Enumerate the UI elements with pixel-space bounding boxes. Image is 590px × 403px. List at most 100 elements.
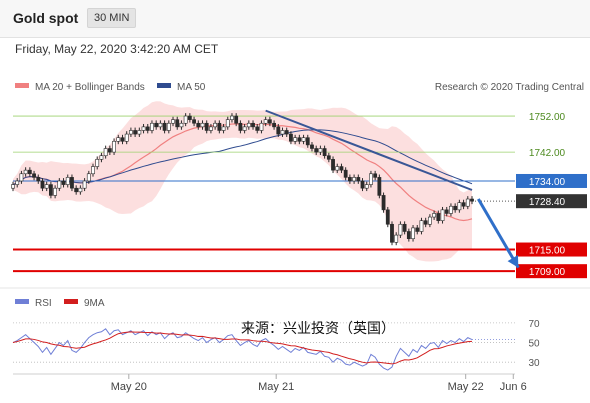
candle-body <box>154 122 159 128</box>
candle-body <box>331 159 335 171</box>
candle-body <box>116 137 121 142</box>
candle-body <box>238 122 243 131</box>
candle-body <box>390 223 394 243</box>
candle-body <box>394 234 399 243</box>
candle-body <box>343 169 348 178</box>
level-label: 1715.00 <box>529 246 566 257</box>
candle-body <box>310 144 314 149</box>
candle-body <box>112 140 116 153</box>
candle-body <box>171 119 175 124</box>
moving-averages <box>12 123 473 222</box>
candle-body <box>209 126 213 131</box>
candle-body <box>297 137 302 142</box>
rsi-level-label: 30 <box>528 358 540 369</box>
candle-body <box>137 130 142 135</box>
candle-body <box>225 119 230 128</box>
x-axis: May 20 May 21 May 22 Jun 6 <box>13 373 527 393</box>
candle-body <box>432 213 437 218</box>
rsi-level-label: 50 <box>528 339 540 350</box>
candle-body <box>86 173 91 182</box>
candle-body <box>150 122 154 131</box>
candle-body <box>339 166 344 171</box>
watermark-text: 来源：兴业投资（英国） <box>241 320 395 337</box>
candle-body <box>251 122 255 128</box>
level-label-box <box>516 194 587 209</box>
rsi-level-label: 70 <box>528 319 540 330</box>
candle-body <box>352 177 356 182</box>
candle-body <box>385 209 390 225</box>
candle-body <box>242 126 247 131</box>
x-tick-label: Jun 6 <box>500 381 527 393</box>
candle-body <box>356 177 361 182</box>
trendline <box>265 109 473 191</box>
candle-body <box>402 223 407 232</box>
candle-body <box>415 227 420 232</box>
candle-body <box>453 205 458 211</box>
chart-timestamp: Friday, May 22, 2020 3:42:20 AM CET <box>15 42 219 56</box>
candle-body <box>187 115 192 120</box>
candle-body <box>381 195 386 211</box>
level-label: 1742.00 <box>529 148 566 159</box>
candle-body <box>23 169 28 175</box>
candle-body <box>465 198 470 207</box>
ma20-legend-label: MA 20 + Bollinger Bands <box>35 82 145 93</box>
candle-body <box>19 173 24 182</box>
timeframe-badge[interactable]: 30 MIN <box>87 8 137 28</box>
candle-body <box>263 119 268 124</box>
level-label: 1734.00 <box>529 177 566 188</box>
candle-body <box>326 155 331 160</box>
candle-body <box>234 115 239 124</box>
candle-body <box>196 122 201 128</box>
level-label-box <box>516 173 587 188</box>
trendline-and-forecast <box>0 109 590 289</box>
candle-body <box>457 202 462 211</box>
candle-body <box>284 130 289 135</box>
candle-body <box>280 130 285 135</box>
candle-body <box>444 209 449 214</box>
candle-body <box>36 177 41 182</box>
candle-body <box>15 180 20 185</box>
candle-body <box>40 180 45 189</box>
candle-body <box>364 184 369 189</box>
candle-body <box>32 173 36 178</box>
candle-body <box>289 133 293 142</box>
rsi-legend-swatch <box>15 299 29 304</box>
candle-body <box>44 184 49 189</box>
candle-body <box>318 148 323 153</box>
candle-body <box>470 198 474 202</box>
rsi-legend-label: RSI <box>35 298 52 309</box>
candle-body <box>78 187 83 193</box>
candle-body <box>449 205 453 214</box>
level-label-box <box>516 242 587 257</box>
candle-body <box>179 122 184 128</box>
candle-body <box>461 202 466 207</box>
candle-body <box>27 169 32 175</box>
candle-body <box>158 122 163 128</box>
chart-credit: Research © 2020 Trading Central <box>435 82 584 93</box>
candle-body <box>293 137 298 142</box>
candle-body <box>305 137 310 146</box>
candle-body <box>335 166 340 171</box>
x-tick-label: May 22 <box>448 381 484 393</box>
candle-body <box>166 122 171 131</box>
level-label-box <box>516 264 587 279</box>
candle-body <box>230 115 234 120</box>
candle-body <box>48 184 53 196</box>
candle-body <box>175 119 180 128</box>
candle-body <box>259 122 264 131</box>
candle-body <box>120 137 125 142</box>
chart-header: Gold spot 30 MIN <box>0 0 590 38</box>
price-levels: 1752.00 1742.00 1734.00 1728.40 1715.00 1709.… <box>13 112 587 279</box>
candle-body <box>204 122 209 131</box>
candle-body <box>183 115 188 124</box>
candle-body <box>255 126 260 131</box>
candle-body <box>217 122 222 131</box>
forecast-arrow-head <box>507 255 519 268</box>
candle-body <box>276 126 281 135</box>
candle-body <box>124 133 129 142</box>
candles <box>11 113 474 246</box>
candle-body <box>314 148 319 153</box>
candle-body <box>419 220 424 232</box>
candle-body <box>53 187 58 196</box>
